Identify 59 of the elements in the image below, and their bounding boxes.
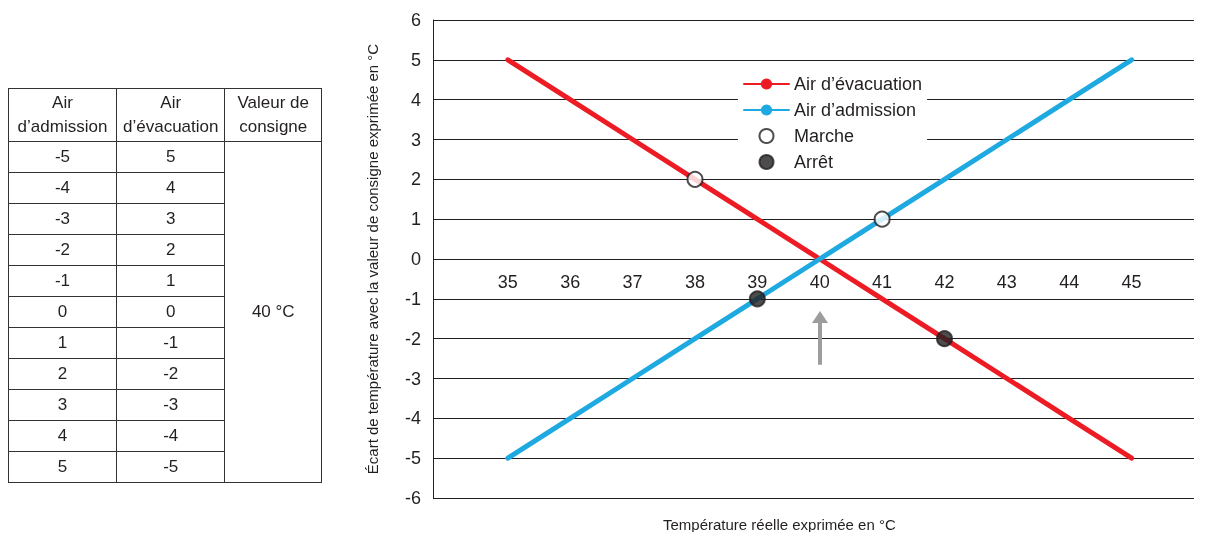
text: 3 bbox=[8, 389, 117, 421]
y-tick-label: -1 bbox=[404, 288, 421, 309]
y-tick-label: -2 bbox=[404, 328, 421, 349]
text: -2 bbox=[8, 234, 117, 266]
x-tick-label: 37 bbox=[622, 272, 643, 292]
x-tick-label: 43 bbox=[996, 272, 1017, 292]
text: 4 bbox=[8, 420, 117, 452]
text: 1 bbox=[8, 327, 117, 359]
x-tick-label: 36 bbox=[560, 272, 581, 292]
y-tick-label: 5 bbox=[410, 49, 421, 70]
text: 5 bbox=[8, 451, 117, 483]
text: Valeur de consigne bbox=[224, 88, 322, 142]
y-tick-label: -3 bbox=[404, 368, 421, 389]
text: -1 bbox=[8, 265, 117, 297]
legend-label: Marche bbox=[794, 126, 855, 146]
text: 40 °C bbox=[224, 141, 322, 483]
text: -1 bbox=[116, 327, 225, 359]
text: 1 bbox=[116, 265, 225, 297]
text: Air d’évacuation bbox=[123, 93, 219, 136]
legend-label: Air d’admission bbox=[794, 100, 917, 120]
point bbox=[936, 330, 953, 348]
y-tick-label: 3 bbox=[410, 129, 421, 150]
y-tick-label: -5 bbox=[404, 448, 421, 469]
x-tick-label: 35 bbox=[497, 272, 518, 292]
y-tick-label: 4 bbox=[410, 89, 421, 110]
y-tick-label: -6 bbox=[404, 488, 421, 508]
y-axis-title: Écart de température avec la valeur de consigne exprimée en °C bbox=[363, 43, 381, 475]
text: 4 bbox=[116, 172, 225, 204]
x-tick-label: 42 bbox=[934, 272, 955, 292]
text: -4 bbox=[8, 172, 117, 204]
text: Air d’admission bbox=[17, 93, 108, 136]
x-tick-label: 44 bbox=[1059, 272, 1080, 292]
x-tick-label: 45 bbox=[1121, 272, 1142, 292]
y-tick-label: 0 bbox=[410, 249, 421, 269]
text: -4 bbox=[116, 420, 225, 452]
legend-label: Air d’évacuation bbox=[794, 74, 923, 94]
text: 2 bbox=[116, 234, 225, 266]
text: 0 bbox=[116, 296, 225, 328]
y-tick-label: -4 bbox=[404, 408, 421, 429]
text: -3 bbox=[8, 203, 117, 235]
y-tick-label: 6 bbox=[410, 10, 421, 30]
text: 2 bbox=[8, 358, 117, 390]
text: -2 bbox=[116, 358, 225, 390]
text: 5 bbox=[116, 141, 225, 173]
y-tick-label: 1 bbox=[410, 209, 421, 230]
legend-label: Arrêt bbox=[794, 152, 834, 172]
point bbox=[873, 210, 891, 228]
text: -5 bbox=[116, 451, 225, 483]
text: -5 bbox=[8, 141, 117, 173]
x-tick-label: 38 bbox=[684, 272, 705, 292]
text: 3 bbox=[116, 203, 225, 235]
text: -3 bbox=[116, 389, 225, 421]
point bbox=[748, 290, 766, 308]
point bbox=[686, 170, 704, 188]
x-tick-label: 40 bbox=[809, 272, 830, 292]
x-tick-label: 39 bbox=[747, 272, 768, 292]
y-tick-label: 2 bbox=[410, 169, 421, 190]
x-tick-label: 41 bbox=[872, 272, 893, 292]
text: 0 bbox=[8, 296, 117, 328]
